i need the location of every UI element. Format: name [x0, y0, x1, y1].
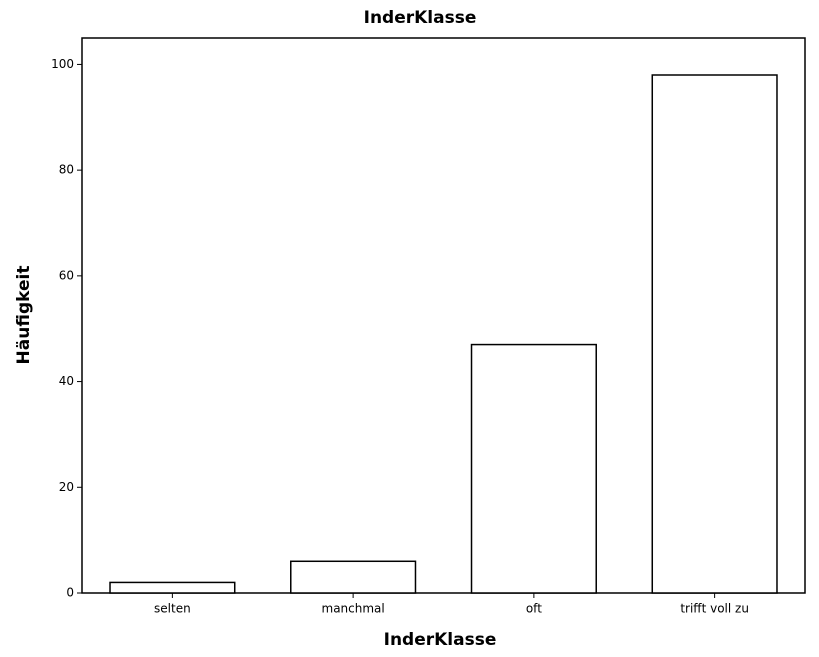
x-tick-label: trifft voll zu [680, 602, 749, 616]
y-axis-label: Häufigkeit [14, 266, 34, 365]
bar [109, 581, 236, 594]
bar [651, 74, 778, 594]
chart-title: InderKlasse [364, 8, 477, 28]
bar [470, 343, 597, 594]
x-tick-label: manchmal [322, 602, 385, 616]
y-tick-label: 20 [59, 480, 74, 494]
y-tick-label: 100 [51, 57, 74, 71]
y-tick-label: 60 [59, 268, 74, 282]
x-tick-label: selten [154, 602, 191, 616]
x-tick-label: oft [526, 602, 542, 616]
y-tick-label: 40 [59, 374, 74, 388]
x-axis-label: InderKlasse [384, 630, 497, 650]
y-tick-label: 80 [59, 163, 74, 177]
bar [290, 560, 417, 594]
plot-frame [81, 37, 806, 594]
y-tick-label: 0 [66, 586, 74, 600]
